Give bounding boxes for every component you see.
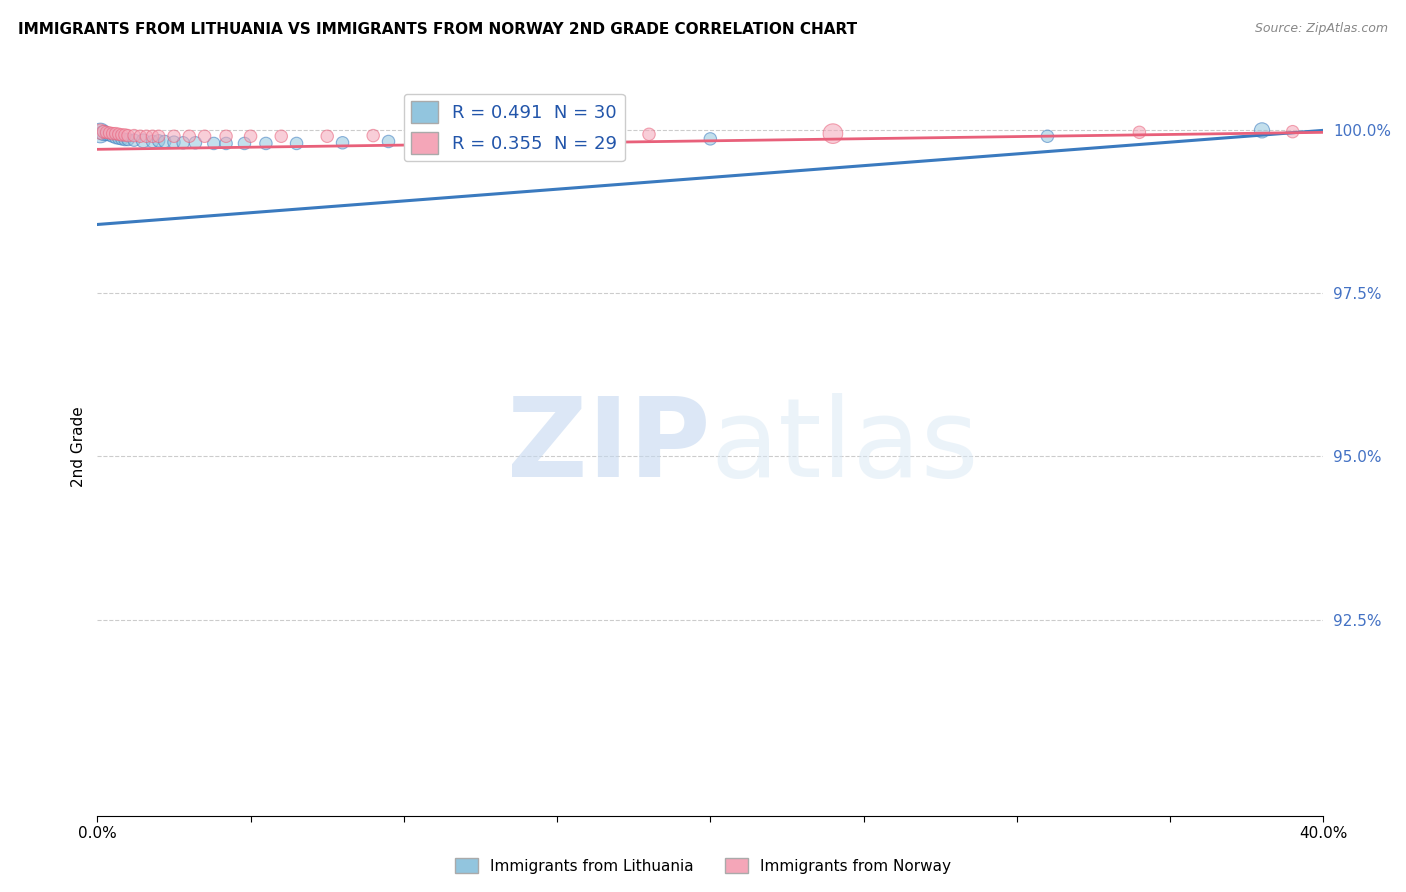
Point xyxy=(114,128,136,142)
Point xyxy=(515,128,537,142)
Point xyxy=(141,135,163,149)
Text: ZIP: ZIP xyxy=(508,393,710,500)
Point xyxy=(821,127,844,141)
Legend: Immigrants from Lithuania, Immigrants from Norway: Immigrants from Lithuania, Immigrants fr… xyxy=(449,852,957,880)
Point xyxy=(98,128,121,142)
Point xyxy=(285,136,308,151)
Y-axis label: 2nd Grade: 2nd Grade xyxy=(72,406,86,487)
Point xyxy=(194,129,217,144)
Point xyxy=(93,126,115,140)
Point xyxy=(98,126,121,140)
Point xyxy=(1036,129,1059,144)
Point xyxy=(361,128,384,143)
Point xyxy=(148,134,170,148)
Point xyxy=(96,128,118,142)
Point xyxy=(576,133,599,147)
Point xyxy=(148,129,170,144)
Point xyxy=(638,128,661,142)
Text: IMMIGRANTS FROM LITHUANIA VS IMMIGRANTS FROM NORWAY 2ND GRADE CORRELATION CHART: IMMIGRANTS FROM LITHUANIA VS IMMIGRANTS … xyxy=(18,22,858,37)
Point xyxy=(423,128,446,143)
Point xyxy=(377,135,399,149)
Point xyxy=(215,136,238,151)
Point xyxy=(104,130,127,145)
Point xyxy=(439,134,461,148)
Point xyxy=(89,126,111,140)
Point xyxy=(215,129,238,144)
Point xyxy=(270,129,292,144)
Point xyxy=(332,136,354,150)
Point xyxy=(699,132,721,146)
Point xyxy=(254,136,277,151)
Point xyxy=(111,132,134,146)
Text: atlas: atlas xyxy=(710,393,979,500)
Point xyxy=(96,125,118,139)
Legend: R = 0.491  N = 30, R = 0.355  N = 29: R = 0.491 N = 30, R = 0.355 N = 29 xyxy=(404,94,624,161)
Point xyxy=(122,133,145,147)
Point xyxy=(202,136,225,151)
Point xyxy=(163,135,186,149)
Point xyxy=(129,129,152,144)
Point xyxy=(153,135,176,149)
Point xyxy=(233,136,256,151)
Point xyxy=(117,132,139,146)
Text: Source: ZipAtlas.com: Source: ZipAtlas.com xyxy=(1254,22,1388,36)
Point xyxy=(104,127,127,141)
Point xyxy=(114,132,136,146)
Point xyxy=(135,129,157,144)
Point xyxy=(316,129,339,144)
Point xyxy=(179,129,201,144)
Point xyxy=(101,127,124,141)
Point xyxy=(239,129,262,144)
Point xyxy=(184,136,207,150)
Point xyxy=(122,128,145,143)
Point xyxy=(89,125,111,139)
Point xyxy=(172,136,194,150)
Point xyxy=(132,134,155,148)
Point xyxy=(111,128,134,142)
Point xyxy=(107,131,129,145)
Point xyxy=(117,128,139,143)
Point xyxy=(141,129,163,144)
Point xyxy=(107,128,129,142)
Point xyxy=(1281,125,1303,139)
Point xyxy=(1128,125,1150,139)
Point xyxy=(163,129,186,144)
Point xyxy=(1251,123,1274,137)
Point xyxy=(93,125,115,139)
Point xyxy=(101,129,124,144)
